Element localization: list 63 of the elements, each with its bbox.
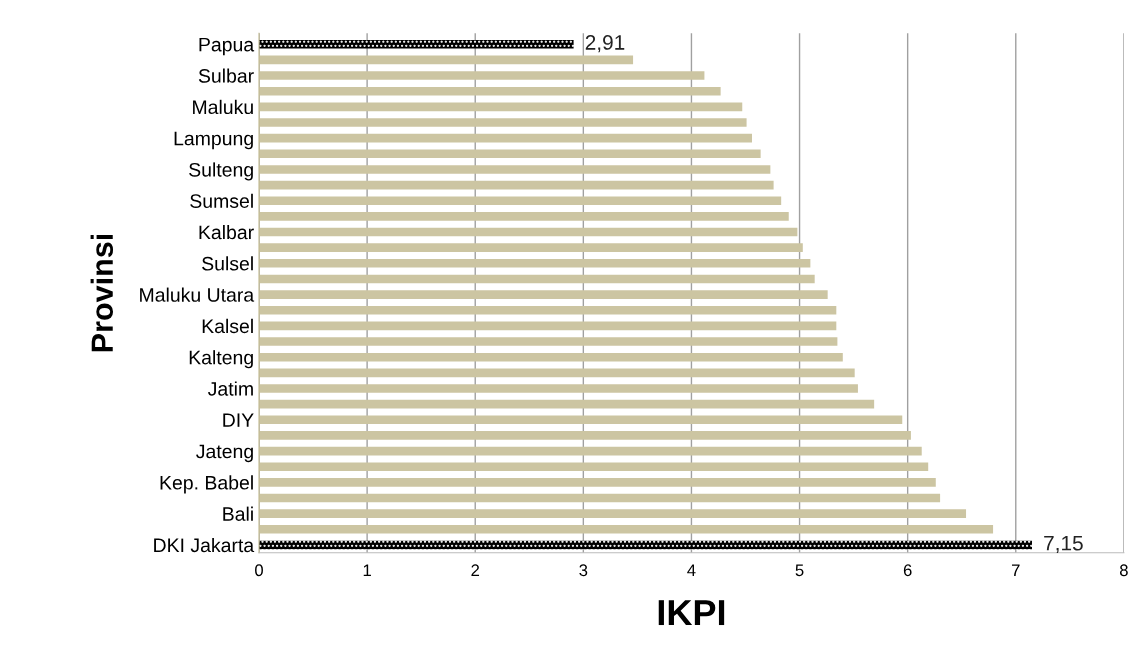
x-tick-label: 4 — [687, 564, 696, 576]
x-tick-label: 1 — [363, 564, 371, 576]
bar — [259, 337, 838, 346]
y-tick-label: Kep. Babel — [160, 475, 253, 494]
bar — [259, 55, 634, 65]
y-tick-label: Lampung — [174, 131, 253, 150]
bar — [259, 290, 828, 299]
bar — [259, 227, 798, 237]
bar — [259, 71, 705, 80]
y-axis-title: Provinsi — [90, 234, 114, 352]
bar — [259, 149, 761, 159]
y-tick-label: Sulbar — [198, 68, 254, 83]
x-tick-label: 0 — [255, 564, 263, 577]
bar — [259, 102, 743, 112]
bar — [259, 399, 875, 409]
y-tick-label: Jatim — [208, 381, 253, 396]
y-tick-label: Kalsel — [202, 318, 253, 334]
bar — [259, 259, 811, 268]
bar — [259, 118, 747, 127]
y-tick-label: Sulteng — [189, 162, 253, 181]
bar — [259, 196, 782, 206]
x-tick-label: 3 — [579, 564, 588, 577]
x-tick-label: 7 — [1012, 564, 1020, 576]
bar — [259, 39, 574, 49]
bar — [259, 509, 967, 518]
x-tick-label: 8 — [1119, 564, 1128, 577]
bar — [259, 274, 815, 284]
bar — [259, 540, 1032, 550]
bar — [259, 462, 929, 472]
bar — [259, 446, 922, 456]
bar — [259, 415, 903, 425]
bar — [259, 352, 843, 362]
bar — [259, 165, 771, 174]
x-tick-label: 5 — [795, 564, 804, 577]
bar — [259, 305, 837, 315]
y-tick-label: DKI Jakarta — [154, 537, 255, 553]
y-tick-label: Maluku Utara — [140, 287, 255, 302]
bar — [259, 431, 911, 440]
bar — [259, 133, 752, 143]
bar — [259, 493, 941, 503]
bar — [259, 212, 789, 221]
y-tick-label: Jateng — [196, 444, 253, 463]
y-tick-label: Papua — [199, 37, 255, 56]
x-tick-label: 2 — [471, 564, 480, 576]
y-tick-label: Kalbar — [199, 224, 254, 240]
data-label: 2,91 — [585, 35, 625, 53]
x-tick-label: 6 — [903, 564, 912, 577]
y-tick-label: Maluku — [193, 99, 253, 115]
x-axis-title: IKPI — [658, 600, 725, 626]
y-tick-label: Sulsel — [202, 256, 253, 271]
bar — [259, 525, 994, 534]
bar — [259, 478, 936, 487]
bar — [259, 321, 837, 331]
bar — [259, 180, 774, 190]
y-tick-label: Sumsel — [190, 193, 253, 208]
y-tick-label: DIY — [223, 413, 254, 427]
y-tick-label: Kalteng — [189, 350, 253, 369]
data-label: 7,15 — [1044, 536, 1083, 554]
bar — [259, 368, 855, 378]
y-tick-label: Bali — [223, 506, 253, 521]
bar — [259, 243, 803, 252]
bar — [259, 384, 858, 393]
bar — [259, 86, 721, 96]
